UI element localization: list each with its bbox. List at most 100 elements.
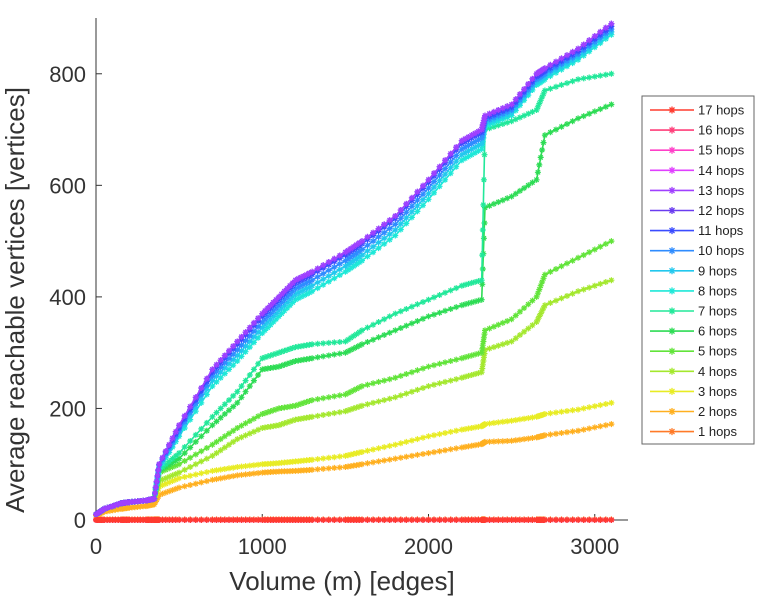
series-marker (278, 421, 285, 428)
series-marker (226, 441, 232, 448)
series-marker (273, 350, 280, 357)
series-marker (425, 450, 432, 457)
series-marker (230, 403, 237, 410)
series-marker (475, 136, 482, 143)
series-marker (162, 517, 169, 523)
series-marker (250, 319, 257, 326)
series-marker (172, 476, 179, 483)
series-marker (414, 208, 421, 215)
series-marker (159, 490, 166, 497)
series-marker (447, 150, 454, 157)
series-marker (541, 432, 548, 439)
series-marker (213, 476, 220, 483)
series-marker (169, 455, 176, 462)
series-marker (162, 461, 169, 468)
series-marker (292, 285, 299, 292)
series-marker (320, 412, 327, 418)
series-marker (309, 517, 316, 523)
series-marker (458, 302, 465, 309)
series-marker (508, 118, 515, 125)
series-marker (392, 455, 399, 462)
series-marker (386, 395, 393, 402)
series-marker (226, 397, 232, 404)
series-marker (259, 324, 266, 331)
series-marker (529, 517, 536, 523)
series-marker (482, 517, 488, 523)
series-marker (442, 359, 449, 366)
series-marker (181, 474, 188, 480)
series-marker (486, 517, 493, 523)
legend-label: 3 hops (698, 384, 738, 399)
series-marker (472, 442, 479, 449)
series-marker (408, 208, 415, 215)
series-marker (392, 374, 399, 381)
series-marker (521, 328, 528, 335)
series-marker (447, 164, 454, 171)
series-marker (347, 265, 354, 272)
series-marker (331, 339, 338, 346)
series-marker (345, 336, 352, 343)
series-marker (397, 207, 404, 213)
series-marker (187, 416, 194, 423)
series-marker (580, 426, 587, 433)
series-marker (287, 302, 293, 309)
series-marker (431, 449, 437, 456)
series-marker (209, 467, 216, 474)
series-marker (468, 372, 475, 378)
series-marker (516, 517, 523, 523)
series-marker (475, 517, 482, 523)
series-marker (309, 268, 316, 275)
series-marker (203, 386, 210, 393)
series-marker (414, 318, 421, 325)
series-marker (442, 165, 449, 172)
series-marker (375, 225, 382, 232)
legend-label: 9 hops (698, 263, 738, 278)
series-marker (347, 406, 354, 413)
series-marker (359, 449, 365, 455)
series-marker (425, 383, 432, 390)
series-marker (403, 200, 410, 207)
series-marker (242, 420, 249, 427)
series-marker (442, 378, 449, 385)
series-marker (540, 275, 547, 282)
series-marker (300, 399, 307, 406)
series-marker (375, 458, 382, 465)
series-marker (508, 437, 515, 444)
x-axis-title: Volume (m) [edges] (229, 566, 454, 596)
series-marker (442, 176, 449, 183)
legend-label: 7 hops (698, 304, 738, 319)
legend-entry: 11 hops (650, 223, 744, 238)
series-marker (569, 78, 576, 85)
series-marker (608, 277, 615, 284)
series-marker (364, 401, 371, 408)
series-marker (447, 170, 454, 177)
series-marker (278, 291, 285, 298)
series-marker (525, 325, 532, 332)
series-marker (364, 339, 371, 345)
series-marker (558, 430, 565, 436)
series-marker (320, 395, 327, 402)
series-marker (284, 419, 291, 426)
series-marker (486, 202, 493, 209)
series-marker (342, 268, 349, 275)
series-marker (431, 184, 437, 191)
series-marker (475, 278, 482, 285)
series-marker (575, 517, 582, 523)
series-marker (284, 299, 291, 306)
series-marker (359, 257, 365, 264)
series-marker (392, 227, 399, 233)
series-marker (381, 517, 388, 523)
series-marker (558, 408, 565, 415)
legend-swatch-marker (668, 408, 676, 415)
legend-swatch-marker (668, 428, 676, 436)
series-marker (325, 394, 332, 401)
series-marker (345, 348, 352, 355)
series-marker (203, 375, 210, 382)
series-marker (273, 406, 280, 413)
series-marker (375, 445, 382, 452)
series-marker (495, 107, 502, 113)
series-marker (468, 132, 475, 139)
series-marker (298, 274, 304, 281)
series-marker (250, 470, 257, 477)
series-marker (482, 438, 488, 445)
